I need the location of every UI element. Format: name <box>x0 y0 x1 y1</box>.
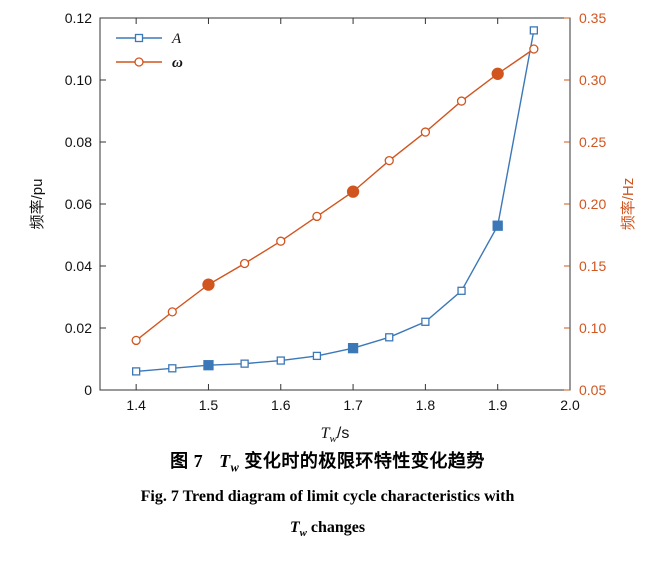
x-tick-label: 1.5 <box>199 397 219 413</box>
data-point-filled-circle <box>346 185 360 198</box>
data-point-square <box>421 317 430 326</box>
right-tick-label: 0.35 <box>579 10 606 26</box>
caption-cn-symbol: Tw <box>219 451 240 475</box>
data-point-circle <box>420 127 431 137</box>
data-point-square <box>132 367 141 376</box>
series-A <box>132 26 538 376</box>
left-tick-label: 0 <box>84 382 92 398</box>
legend-label-A: A <box>171 31 182 47</box>
caption-chinese: 图 7 Tw 变化时的极限环特性变化趋势 <box>0 452 655 474</box>
data-point-square <box>529 26 538 35</box>
data-point-circle <box>384 155 394 166</box>
legend: Aω <box>116 31 183 71</box>
data-point-square <box>168 364 177 373</box>
right-tick-label: 0.15 <box>579 258 606 274</box>
left-tick-label: 0.02 <box>65 320 92 336</box>
data-point-square <box>457 286 466 295</box>
data-point-circle <box>529 44 539 54</box>
data-point-filled-square <box>203 360 214 371</box>
data-point-square <box>385 333 394 342</box>
data-point-circle <box>276 236 286 246</box>
x-axis-symbol-sub: w <box>330 433 338 445</box>
right-axis-title: 频率/Hz <box>620 178 637 231</box>
x-axis-symbol: T <box>321 425 331 442</box>
legend-label-ω: ω <box>172 55 183 71</box>
figure-caption: 图 7 Tw 变化时的极限环特性变化趋势 Fig. 7 Trend diagram… <box>0 452 655 539</box>
series-ω <box>131 44 539 346</box>
right-tick-label: 0.30 <box>579 72 606 88</box>
data-point-filled-square <box>347 342 359 354</box>
data-point-circle <box>312 211 322 222</box>
data-point-square <box>240 359 249 368</box>
limit-cycle-trend-chart: 1.4 1.5 1.6 1.7 1.8 1.9 2.0 0 0.02 0.04 0.06 0.08 0.… <box>29 10 637 445</box>
right-tick-label: 0.05 <box>579 382 606 398</box>
left-tick-label: 0.10 <box>65 72 92 88</box>
left-tick-label: 0.12 <box>65 10 92 26</box>
x-tick-label: 1.8 <box>416 397 436 413</box>
x-tick-label: 1.6 <box>271 397 291 413</box>
caption-cn-number: 图 7 <box>170 451 204 471</box>
data-point-square <box>134 33 144 43</box>
left-tick-label: 0.06 <box>65 196 92 212</box>
x-tick-label: 1.4 <box>126 397 146 413</box>
data-point-filled-circle <box>491 67 504 80</box>
data-point-circle <box>131 335 141 346</box>
caption-en-symbol: Tw <box>289 518 307 540</box>
x-tick-label: 1.9 <box>488 397 508 413</box>
x-axis-title: Tw/s <box>321 425 350 445</box>
right-tick-label: 0.25 <box>579 134 606 150</box>
series-ω-line <box>135 48 535 341</box>
series-A-line <box>136 30 535 373</box>
left-axis-title: 频率/pu <box>29 179 46 230</box>
data-point-circle <box>167 307 177 317</box>
x-tick-label: 2.0 <box>560 397 580 413</box>
caption-english-line1: Fig. 7 Trend diagram of limit cycle char… <box>140 487 515 505</box>
data-point-filled-square <box>492 220 503 231</box>
caption-cn-text: 变化时的极限环特性变化趋势 <box>244 451 485 471</box>
x-axis-unit: /s <box>337 425 349 442</box>
left-tick-label: 0.08 <box>65 134 92 150</box>
data-point-filled-circle <box>202 278 215 291</box>
caption-english-line2: Tw changes <box>0 518 655 540</box>
caption-en-text: changes <box>310 518 366 536</box>
data-point-square <box>312 351 322 361</box>
data-point-square <box>276 356 285 365</box>
data-point-circle <box>456 96 467 106</box>
data-point-circle <box>134 57 144 67</box>
left-tick-label: 0.04 <box>65 258 92 274</box>
x-tick-label: 1.7 <box>343 397 363 413</box>
right-tick-label: 0.20 <box>579 196 606 212</box>
right-tick-label: 0.10 <box>579 320 606 336</box>
data-point-circle <box>239 258 250 269</box>
